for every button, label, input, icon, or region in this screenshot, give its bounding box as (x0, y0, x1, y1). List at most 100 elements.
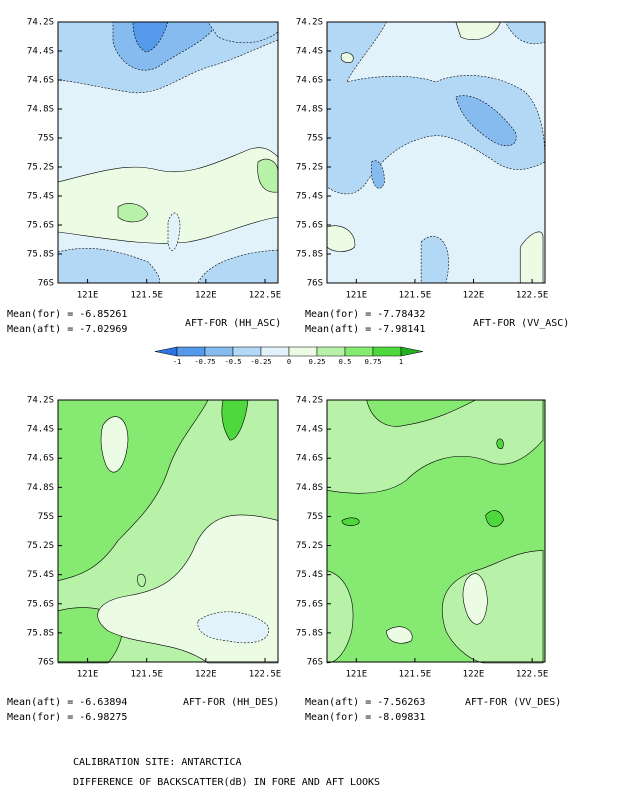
x-tick-label: 122.5E (249, 670, 282, 680)
colorbar-bin (316, 346, 346, 357)
colorbar-end (154, 346, 178, 357)
colorbar-bin (232, 346, 262, 357)
colorbar-bin (372, 346, 402, 357)
stat-line: Mean(for) = -8.09831 (305, 712, 425, 723)
panel-title: AFT-FOR (VV_ASC) (473, 318, 569, 329)
contour-region (197, 249, 279, 284)
y-tick-label: 74.2S (27, 396, 54, 406)
x-tick-label: 122.5E (516, 291, 549, 301)
colorbar-label: -0.25 (250, 358, 271, 366)
y-tick-label: 76S (38, 658, 54, 668)
y-tick-label: 74.8S (296, 105, 323, 115)
y-tick-label: 75.2S (27, 541, 54, 551)
footer-line: DIFFERENCE OF BACKSCATTER(dB) IN FORE AN… (73, 777, 380, 788)
plot-frame (326, 399, 546, 663)
y-tick-label: 75S (38, 134, 54, 144)
y-tick-label: 75S (307, 134, 323, 144)
colorbar-bin (288, 346, 318, 357)
x-tick-label: 122E (195, 670, 217, 680)
y-tick-label: 74.6S (296, 454, 323, 464)
contour-region (57, 147, 279, 244)
panel-title: AFT-FOR (VV_DES) (465, 697, 561, 708)
plot-frame (326, 21, 546, 284)
x-tick-label: 122.5E (516, 670, 549, 680)
contour-region (340, 52, 354, 63)
y-tick-label: 75.8S (27, 250, 54, 260)
y-tick-label: 74.6S (27, 454, 54, 464)
x-tick-label: 121E (345, 291, 367, 301)
contour-region (371, 160, 385, 189)
contour-panel (57, 21, 279, 284)
colorbar-label: -0.5 (225, 358, 242, 366)
stat-line: Mean(aft) = -6.63894 (7, 697, 127, 708)
colorbar-label: 0.25 (309, 358, 326, 366)
y-tick-label: 75.6S (296, 221, 323, 231)
stat-line: Mean(aft) = -7.02969 (7, 324, 127, 335)
contour-region (221, 399, 249, 441)
y-tick-label: 74.4S (27, 425, 54, 435)
contour-region (341, 517, 360, 526)
panel-title: AFT-FOR (HH_ASC) (185, 318, 281, 329)
y-tick-label: 75.4S (296, 192, 323, 202)
x-tick-label: 121.5E (399, 291, 432, 301)
y-tick-label: 74.6S (296, 76, 323, 86)
stat-line: Mean(for) = -6.85261 (7, 309, 127, 320)
contour-region (485, 510, 504, 528)
stat-line: Mean(for) = -6.98275 (7, 712, 127, 723)
x-tick-label: 121.5E (399, 670, 432, 680)
contour-region (117, 203, 149, 223)
y-tick-label: 74.8S (27, 105, 54, 115)
stat-line: Mean(for) = -7.78432 (305, 309, 425, 320)
y-tick-label: 75.2S (27, 163, 54, 173)
y-tick-label: 75S (38, 512, 54, 522)
y-tick-label: 75.8S (296, 628, 323, 638)
stat-line: Mean(aft) = -7.98141 (305, 324, 425, 335)
y-tick-label: 75.6S (296, 599, 323, 609)
x-tick-label: 121.5E (130, 670, 163, 680)
contour-region (132, 21, 169, 53)
y-tick-label: 74.4S (296, 425, 323, 435)
contour-region (326, 570, 354, 664)
y-tick-label: 75S (307, 512, 323, 522)
y-tick-label: 74.2S (27, 18, 54, 28)
x-tick-label: 122E (195, 291, 217, 301)
colorbar-label: 0.5 (339, 358, 352, 366)
y-tick-label: 75.2S (296, 163, 323, 173)
colorbar-label: -1 (173, 358, 181, 366)
contour-panel (57, 399, 279, 664)
colorbar-bin (176, 346, 206, 357)
contour-region (326, 399, 544, 494)
contour-region (207, 21, 279, 44)
contour-region (496, 438, 504, 449)
y-tick-label: 74.4S (27, 47, 54, 57)
x-tick-label: 121E (77, 291, 99, 301)
contour-region (167, 212, 181, 251)
colorbar-label: 1 (399, 358, 403, 366)
y-tick-label: 74.2S (296, 18, 323, 28)
y-tick-label: 74.6S (27, 76, 54, 86)
y-tick-label: 76S (307, 279, 323, 289)
contour-region (462, 573, 488, 625)
y-tick-label: 74.8S (27, 483, 54, 493)
contour-region (197, 611, 270, 644)
colorbar-bin (260, 346, 290, 357)
contour-region (455, 95, 517, 147)
y-tick-label: 75.4S (27, 192, 54, 202)
plot-frame (57, 21, 279, 284)
x-tick-label: 121.5E (130, 291, 163, 301)
x-tick-label: 122E (463, 291, 485, 301)
y-tick-label: 75.4S (27, 570, 54, 580)
x-tick-label: 121E (345, 670, 367, 680)
y-tick-label: 75.6S (27, 221, 54, 231)
colorbar-label: 0.75 (365, 358, 382, 366)
contour-panel (326, 399, 545, 664)
y-tick-label: 75.2S (296, 541, 323, 551)
contour-region (386, 626, 413, 644)
y-tick-label: 76S (307, 658, 323, 668)
contour-region (326, 225, 356, 252)
colorbar-bin (344, 346, 374, 357)
y-tick-label: 75.8S (296, 250, 323, 260)
y-tick-label: 75.6S (27, 599, 54, 609)
colorbar-end (400, 346, 424, 357)
